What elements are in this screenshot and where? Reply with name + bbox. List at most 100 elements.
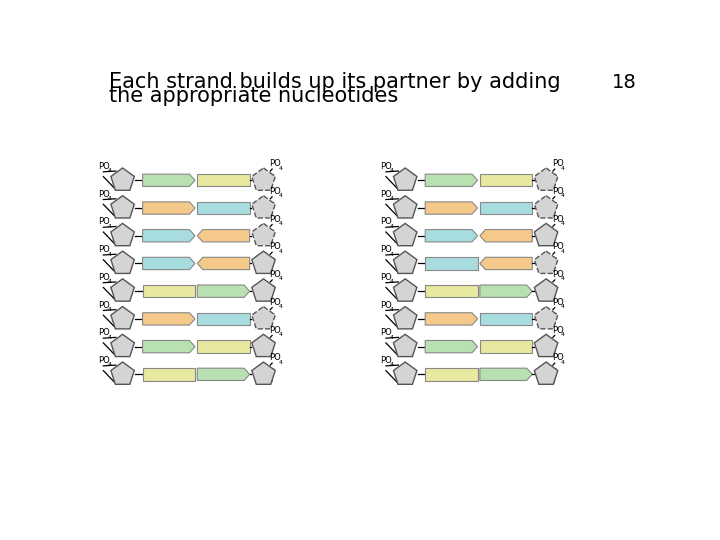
- Text: 4: 4: [279, 360, 282, 365]
- Text: 4: 4: [107, 307, 111, 312]
- Polygon shape: [252, 362, 275, 384]
- Polygon shape: [197, 174, 250, 186]
- Text: 4: 4: [107, 196, 111, 201]
- Polygon shape: [143, 257, 195, 269]
- Polygon shape: [426, 368, 477, 381]
- Polygon shape: [480, 174, 532, 186]
- Polygon shape: [480, 368, 532, 381]
- Polygon shape: [111, 251, 135, 273]
- Polygon shape: [426, 257, 477, 269]
- Text: 4: 4: [561, 193, 565, 198]
- Polygon shape: [252, 224, 275, 246]
- Text: 4: 4: [561, 221, 565, 226]
- Text: PO: PO: [98, 273, 109, 282]
- Text: PO: PO: [381, 245, 392, 254]
- Text: 4: 4: [390, 196, 394, 201]
- Text: 4: 4: [561, 166, 565, 171]
- Text: 4: 4: [561, 360, 565, 365]
- Text: 4: 4: [107, 279, 111, 284]
- Polygon shape: [393, 279, 417, 301]
- Text: PO: PO: [269, 215, 281, 224]
- Text: 4: 4: [279, 221, 282, 226]
- Polygon shape: [111, 334, 135, 356]
- Polygon shape: [143, 340, 195, 353]
- Polygon shape: [143, 285, 195, 298]
- Text: PO: PO: [552, 187, 563, 196]
- Text: Each strand builds up its partner by adding: Each strand builds up its partner by add…: [109, 72, 560, 92]
- Polygon shape: [534, 224, 558, 246]
- Text: 4: 4: [561, 332, 565, 337]
- Polygon shape: [534, 362, 558, 384]
- Polygon shape: [426, 174, 477, 186]
- Text: PO: PO: [98, 162, 109, 171]
- Text: PO: PO: [552, 159, 563, 168]
- Polygon shape: [143, 230, 195, 242]
- Text: PO: PO: [381, 356, 392, 365]
- Polygon shape: [426, 313, 477, 325]
- Text: 4: 4: [390, 307, 394, 312]
- Text: 4: 4: [279, 304, 282, 309]
- Text: PO: PO: [552, 242, 563, 252]
- Text: PO: PO: [269, 298, 281, 307]
- Polygon shape: [480, 313, 532, 325]
- Text: 4: 4: [279, 332, 282, 337]
- Polygon shape: [426, 340, 477, 353]
- Polygon shape: [480, 202, 532, 214]
- Polygon shape: [252, 307, 275, 329]
- Polygon shape: [480, 257, 532, 269]
- Polygon shape: [197, 202, 250, 214]
- Text: PO: PO: [269, 187, 281, 196]
- Text: 4: 4: [107, 335, 111, 340]
- Polygon shape: [393, 195, 417, 218]
- Polygon shape: [426, 285, 477, 298]
- Text: PO: PO: [552, 353, 563, 362]
- Polygon shape: [480, 230, 532, 242]
- Text: 4: 4: [390, 362, 394, 367]
- Text: PO: PO: [269, 326, 281, 335]
- Polygon shape: [426, 230, 477, 242]
- Text: PO: PO: [269, 270, 281, 279]
- Text: 4: 4: [279, 166, 282, 171]
- Polygon shape: [252, 168, 275, 190]
- Text: PO: PO: [98, 356, 109, 365]
- Text: PO: PO: [381, 273, 392, 282]
- Text: PO: PO: [552, 298, 563, 307]
- Text: 4: 4: [279, 276, 282, 281]
- Polygon shape: [197, 340, 250, 353]
- Text: 4: 4: [107, 224, 111, 229]
- Text: PO: PO: [98, 301, 109, 309]
- Polygon shape: [393, 224, 417, 246]
- Polygon shape: [393, 251, 417, 273]
- Text: 4: 4: [107, 362, 111, 367]
- Text: PO: PO: [98, 328, 109, 338]
- Text: 4: 4: [390, 224, 394, 229]
- Text: 4: 4: [390, 168, 394, 173]
- Polygon shape: [252, 251, 275, 273]
- Polygon shape: [111, 362, 135, 384]
- Text: PO: PO: [552, 215, 563, 224]
- Text: PO: PO: [381, 218, 392, 226]
- Text: 4: 4: [279, 193, 282, 198]
- Polygon shape: [143, 313, 195, 325]
- Text: the appropriate nucleotides: the appropriate nucleotides: [109, 86, 398, 106]
- Text: PO: PO: [381, 328, 392, 338]
- Polygon shape: [143, 202, 195, 214]
- Text: PO: PO: [98, 245, 109, 254]
- Polygon shape: [143, 174, 195, 186]
- Polygon shape: [111, 307, 135, 329]
- Text: 4: 4: [107, 168, 111, 173]
- Polygon shape: [393, 307, 417, 329]
- Text: 4: 4: [107, 252, 111, 256]
- Text: PO: PO: [269, 242, 281, 252]
- Polygon shape: [534, 307, 558, 329]
- Text: PO: PO: [381, 162, 392, 171]
- Polygon shape: [534, 195, 558, 218]
- Polygon shape: [252, 195, 275, 218]
- Polygon shape: [393, 334, 417, 356]
- Polygon shape: [143, 368, 195, 381]
- Polygon shape: [111, 224, 135, 246]
- Text: PO: PO: [381, 301, 392, 309]
- Text: 4: 4: [279, 249, 282, 254]
- Text: PO: PO: [381, 190, 392, 199]
- Polygon shape: [480, 285, 532, 298]
